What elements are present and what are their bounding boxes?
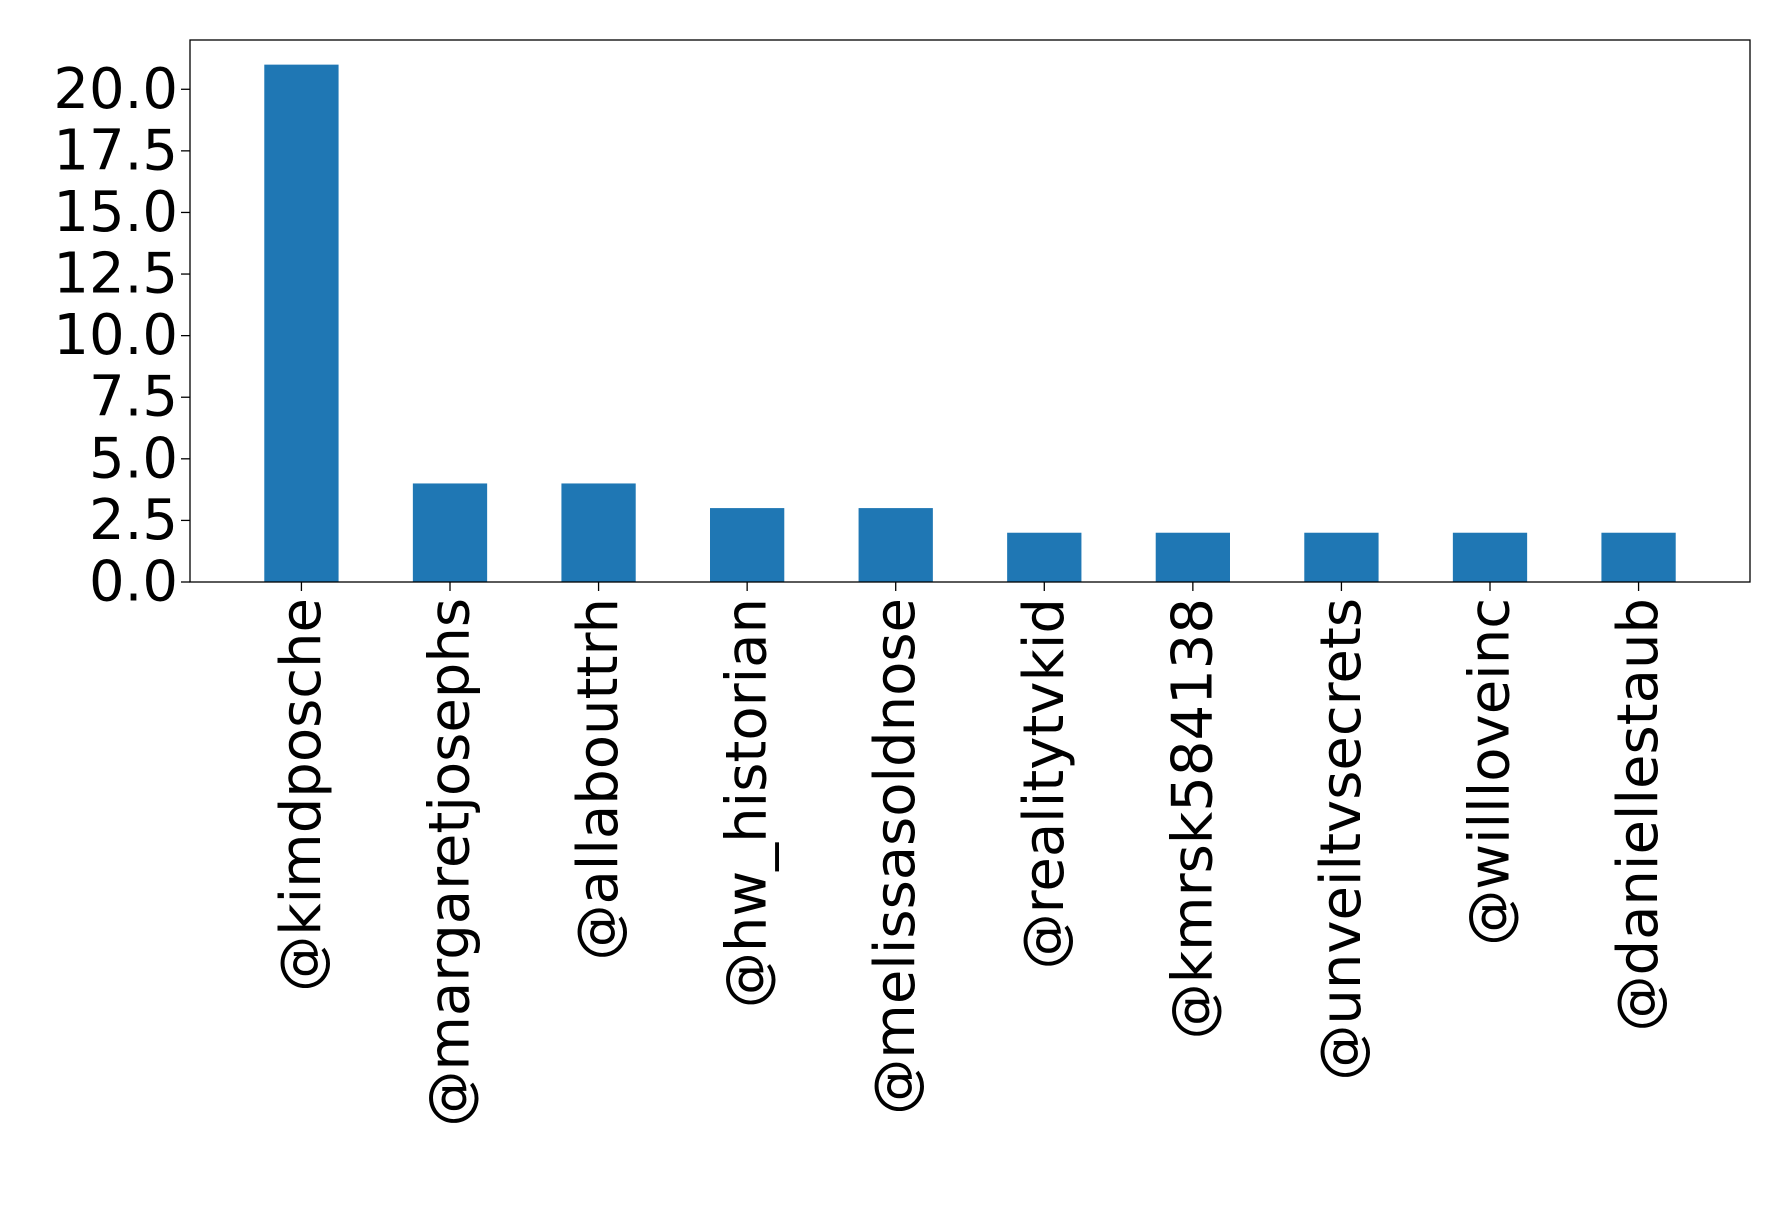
x-tick-label: @unveiltvsecrets: [1309, 598, 1374, 1081]
bar-daniellestaub: [1601, 532, 1676, 582]
x-tick-label: @allabouttrh: [566, 598, 631, 961]
bar-willloveinc: [1452, 532, 1528, 582]
y-tick-label: 17.5: [53, 118, 178, 183]
y-tick-label: 5.0: [89, 426, 178, 491]
y-tick-label: 20.0: [53, 57, 178, 122]
y-axis: 0.02.55.07.510.012.515.017.520.0: [53, 57, 190, 615]
x-tick-label: @willloveinc: [1458, 598, 1523, 946]
y-tick-label: 0.0: [89, 550, 178, 615]
x-tick-label: @daniellestaub: [1606, 598, 1671, 1031]
bar-margaretjosephs: [412, 483, 488, 582]
y-tick-label: 12.5: [53, 242, 178, 307]
bar-unveiltvsecrets: [1304, 532, 1379, 582]
x-tick-label: @melissasoldnose: [863, 598, 928, 1115]
bar-kimdposche: [264, 64, 339, 583]
x-tick-label: @realitytvkid: [1012, 598, 1077, 969]
bar-kmrsk584138: [1155, 532, 1230, 582]
bar-hw_historian: [710, 508, 785, 582]
x-tick-label: @margaretjosephs: [418, 598, 483, 1127]
bar-realitytvkid: [1007, 532, 1082, 582]
bar-melissasoldnose: [858, 508, 933, 582]
x-axis: @kimdposche @margaretjosephs @allabouttrh @…: [269, 582, 1671, 1127]
x-tick-label: @kimdposche: [269, 598, 334, 992]
y-tick-label: 15.0: [53, 180, 178, 245]
bar-allabouttrh: [561, 483, 636, 582]
x-tick-label: @hw_historian: [715, 598, 780, 1008]
y-tick-label: 7.5: [89, 365, 178, 430]
plot-frame: [189, 39, 1751, 583]
bars-layer: [264, 64, 1676, 583]
y-tick-label: 2.5: [89, 488, 178, 553]
y-tick-label: 10.0: [53, 303, 178, 368]
x-tick-label: @kmrsk584138: [1160, 598, 1225, 1039]
